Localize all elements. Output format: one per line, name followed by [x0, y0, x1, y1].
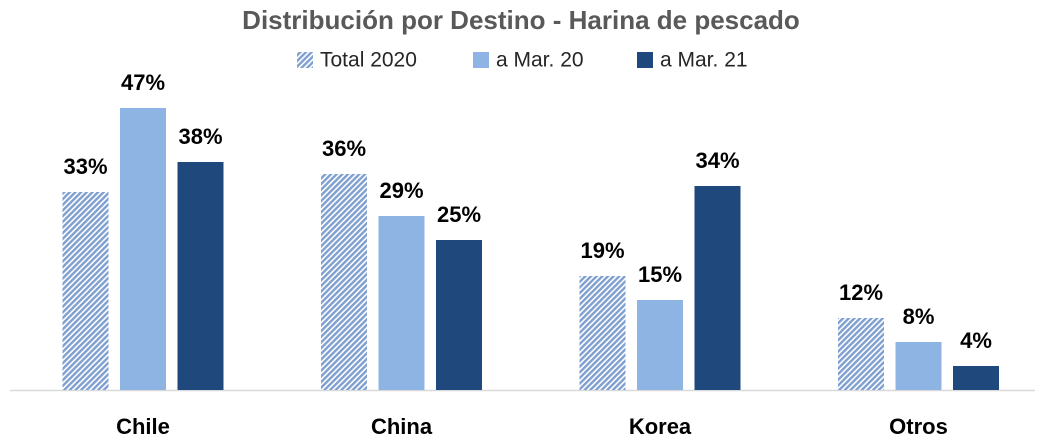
bar: [378, 216, 425, 390]
data-label: 8%: [903, 304, 935, 329]
data-label: 12%: [839, 280, 883, 305]
legend-swatch: [297, 52, 313, 68]
bar: [177, 162, 224, 390]
data-label: 15%: [638, 262, 682, 287]
bar: [838, 318, 884, 390]
bar: [694, 186, 741, 390]
chart-title: Distribución por Destino - Harina de pes…: [242, 5, 800, 35]
data-label: 29%: [379, 178, 423, 203]
bar: [321, 174, 367, 390]
data-label: 38%: [178, 124, 222, 149]
legend-swatch: [473, 52, 489, 68]
legend-label: Total 2020: [320, 49, 417, 72]
bar: [436, 240, 482, 390]
legend-swatch: [637, 52, 653, 68]
bar: [895, 342, 942, 390]
data-label: 47%: [121, 70, 165, 95]
x-tick-label: Chile: [116, 414, 170, 439]
legend-label: a Mar. 21: [660, 49, 748, 72]
x-tick-label: Korea: [629, 414, 692, 439]
data-label: 4%: [960, 328, 992, 353]
data-label: 25%: [437, 202, 481, 227]
bar: [120, 108, 166, 390]
legend-label: a Mar. 20: [496, 49, 584, 72]
data-label: 34%: [695, 148, 739, 173]
data-label: 19%: [580, 238, 624, 263]
bar: [62, 192, 109, 390]
bar: [953, 366, 999, 390]
data-label: 36%: [322, 136, 366, 161]
bar: [637, 300, 683, 390]
x-tick-label: China: [371, 414, 433, 439]
x-tick-label: Otros: [889, 414, 948, 439]
bar: [579, 276, 626, 390]
data-label: 33%: [63, 154, 107, 179]
